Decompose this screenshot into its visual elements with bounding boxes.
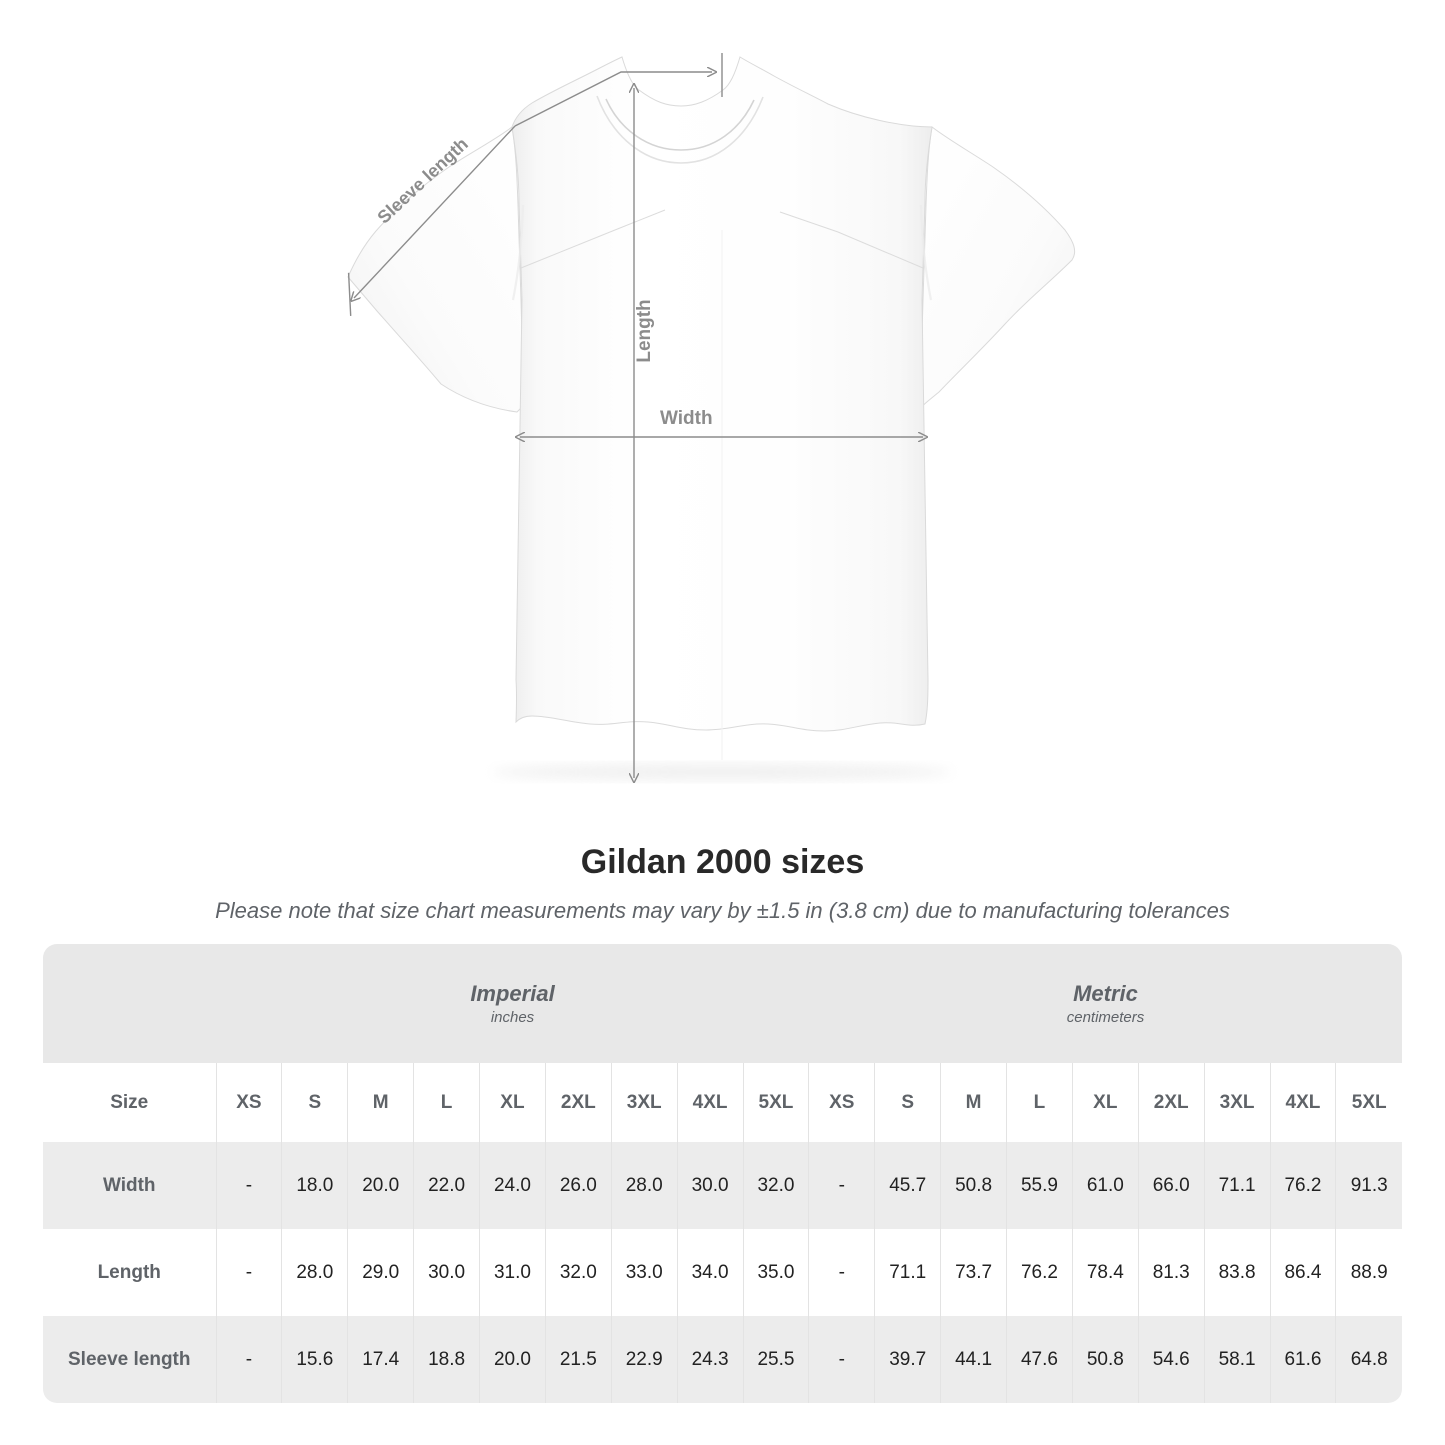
svg-text:Width: Width [660,408,713,429]
